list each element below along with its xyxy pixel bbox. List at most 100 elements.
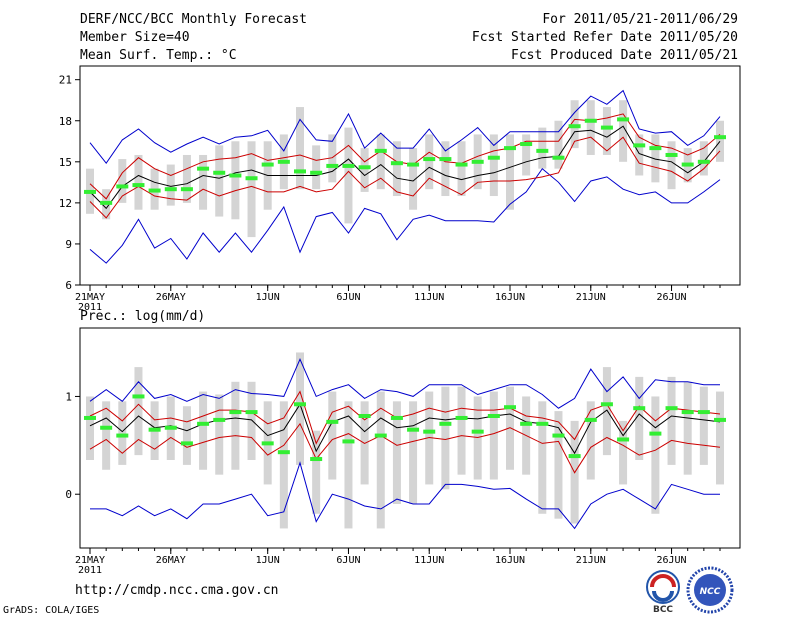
prec-ensemble-marker	[213, 417, 226, 422]
temp-ensemble-marker	[487, 155, 500, 160]
prec-ensemble-marker	[697, 410, 710, 415]
temp-ensemble-marker	[294, 169, 306, 174]
temp-ensemble-marker	[649, 146, 662, 151]
prec-box	[199, 391, 208, 470]
temp-box	[619, 100, 628, 162]
temp-xtick-label: 26JUN	[656, 292, 686, 303]
prec-box	[554, 411, 563, 519]
temp-ensemble-marker	[584, 118, 597, 123]
prec-frame	[79, 327, 741, 549]
prec-box	[409, 401, 418, 504]
prec-ensemble-marker	[100, 425, 113, 430]
prec-xtick-label: 11JUN	[414, 555, 444, 566]
temp-box	[376, 134, 385, 190]
temp-box	[602, 107, 611, 155]
prec-box	[602, 367, 611, 456]
prec-box	[489, 391, 498, 480]
prec-ensemble-marker	[665, 406, 678, 411]
chart-title: DERF/NCC/BCC Monthly Forecast	[80, 12, 307, 27]
precip-title: Prec.: log(mm/d)	[80, 309, 205, 324]
temperature-panel: 6 9 12 15 18 21 21MAY 26MAY 1JUN 6JUN 11JUN 16JUN 21…	[59, 65, 741, 313]
prec-ensemble-marker	[310, 457, 323, 462]
temp-box	[586, 100, 595, 155]
temp-ensemble-marker	[471, 159, 484, 164]
temp-box	[457, 141, 466, 197]
prec-box	[538, 401, 547, 514]
temp-ensemble-marker	[681, 162, 694, 167]
prec-ensemble-marker	[633, 406, 646, 411]
temp-ensemble-marker	[536, 148, 549, 153]
temp-ensemble-marker	[84, 189, 96, 194]
temp-ensemble-marker	[197, 166, 210, 171]
prec-year-label: 2011	[78, 565, 102, 576]
temp-ensemble-marker	[116, 184, 129, 189]
prec-box	[344, 401, 353, 529]
prec-ensemble-marker	[455, 415, 468, 420]
temp-box	[635, 134, 644, 176]
prec-ensemble-marker	[358, 414, 371, 418]
prec-ensemble-marker	[132, 394, 145, 399]
temp-box	[506, 134, 514, 210]
prec-xtick-label: 6JUN	[336, 555, 360, 566]
temp-box	[538, 127, 547, 169]
produced-date-label: Fcst Produced Date 2011/05/21	[511, 48, 738, 63]
temp-ytick-label: 15	[59, 156, 72, 169]
temp-ensemble-marker	[342, 163, 355, 168]
prec-ensemble-marker	[164, 425, 177, 430]
prec-ensemble-marker	[520, 421, 533, 426]
ncc-logo: NCC	[685, 565, 735, 615]
prec-box	[651, 396, 660, 514]
prec-box	[699, 386, 708, 465]
temp-ensemble-marker	[617, 117, 630, 122]
temp-ensemble-marker	[552, 155, 565, 160]
prec-ensemble-marker	[423, 429, 436, 434]
temp-ensemble-marker	[390, 161, 403, 166]
temp-ensemble-marker	[600, 125, 613, 130]
temp-box	[247, 141, 256, 238]
temp-xtick-label: 6JUN	[336, 292, 360, 303]
temp-box	[409, 148, 418, 210]
prec-box	[231, 381, 240, 470]
prec-box	[102, 401, 111, 470]
prec-xtick-label: 16JUN	[495, 555, 525, 566]
prec-box	[457, 386, 466, 475]
prec-ensemble-marker	[617, 437, 630, 442]
prec-ensemble-marker	[245, 410, 258, 415]
temp-box	[118, 159, 127, 203]
member-size-label: Member Size=40	[80, 30, 190, 45]
prec-ensemble-marker	[148, 427, 161, 432]
temp-max-line	[89, 89, 721, 165]
temp-ensemble-marker	[261, 162, 274, 167]
temp-box	[425, 134, 434, 190]
temp-box	[522, 134, 531, 176]
temp-xtick-label: 11JUN	[414, 292, 444, 303]
prec-ensemble-marker	[84, 415, 96, 420]
temp-ensemble-marker	[132, 183, 145, 188]
prec-box	[619, 420, 628, 485]
prec-ensemble-marker	[568, 454, 581, 459]
prec-ensemble-marker	[600, 402, 613, 407]
prec-box	[296, 352, 304, 465]
temp-upper-line	[89, 113, 721, 200]
temp-xtick-label: 21JUN	[576, 292, 606, 303]
prec-ensemble-marker	[326, 419, 339, 424]
prec-box	[328, 391, 337, 480]
temp-ensemble-marker	[326, 163, 339, 168]
temp-ensemble-marker	[520, 142, 533, 147]
temp-xtick-label: 16JUN	[495, 292, 525, 303]
prec-box	[182, 406, 191, 465]
prec-ensemble-marker	[180, 441, 193, 446]
grads-credit: GrADS: COLA/IGES	[3, 605, 100, 616]
prec-ensemble-marker	[487, 414, 500, 418]
prec-box	[635, 376, 644, 460]
bcc-logo: BCC	[638, 565, 688, 615]
prec-box	[716, 391, 724, 485]
temp-box	[134, 154, 143, 210]
temp-ensemble-marker	[633, 143, 646, 148]
prec-box	[667, 376, 676, 465]
prec-ensemble-marker	[439, 421, 452, 426]
temp-box	[489, 134, 498, 197]
prec-upper-line	[89, 390, 721, 445]
prec-ensemble-marker	[294, 402, 306, 407]
